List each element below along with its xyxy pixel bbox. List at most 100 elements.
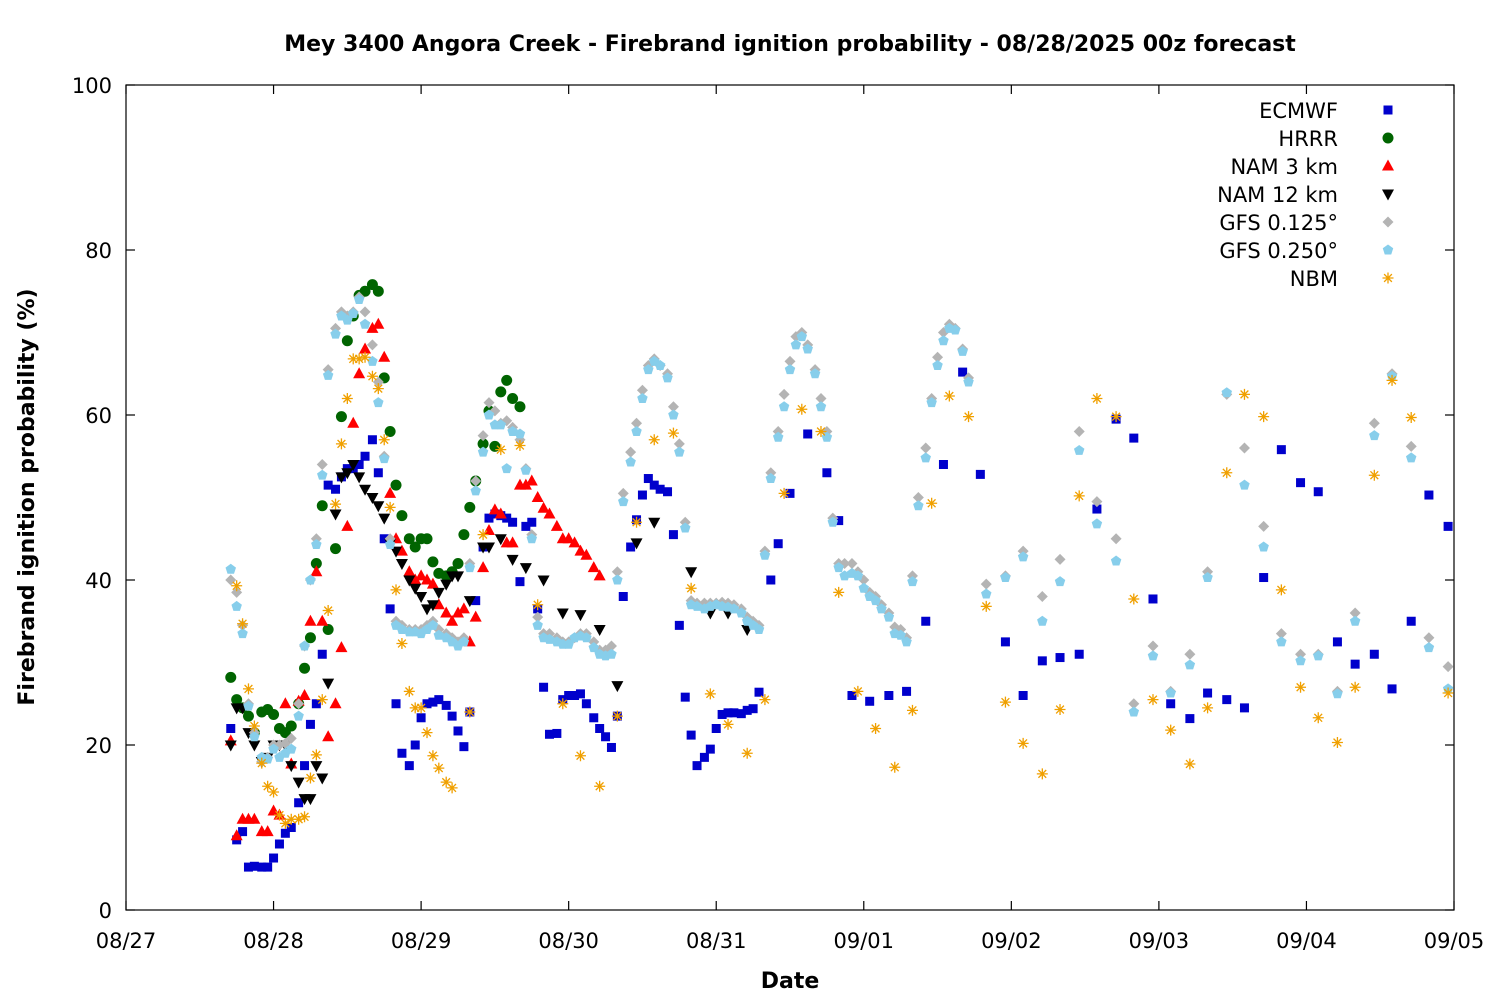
data-point [464,706,476,718]
data-point [226,724,236,733]
data-point [950,324,961,335]
data-point [680,692,690,702]
data-point [347,353,359,365]
data-point [403,575,416,587]
data-point [279,697,292,709]
data-point [574,610,587,622]
data-point [754,687,764,697]
x-tick-label: 09/05 [1424,929,1485,953]
x-tick-label: 08/30 [538,929,599,953]
data-point [316,694,328,706]
data-point [834,516,844,526]
data-point [556,608,569,620]
data-point [1332,688,1343,699]
data-point [907,576,918,587]
data-point [1313,487,1323,497]
data-point [630,538,643,550]
data-point [440,606,453,618]
data-point [552,728,562,738]
data-point [384,486,397,498]
data-point [514,428,526,439]
data-point [778,388,790,400]
data-point [464,501,476,513]
data-point [366,370,378,382]
data-point [1350,659,1360,669]
data-point [421,573,434,585]
data-point [305,719,315,729]
data-point [1423,632,1435,644]
data-point [310,761,323,773]
data-point [441,700,451,710]
y-tick-label: 0 [99,899,112,923]
data-point [728,603,740,614]
data-point [1259,573,1269,583]
data-point [464,562,476,573]
y-axis: 0 20 40 60 80 100 [72,74,1454,923]
series-hrrr [225,279,526,739]
data-point [1110,411,1122,423]
data-point [317,649,327,659]
data-point [268,708,280,720]
data-point [237,618,249,630]
data-point [562,532,575,544]
data-point [495,419,507,430]
data-point [1275,584,1287,596]
data-point [1349,607,1361,619]
legend-label: NAM 3 km [1230,155,1338,179]
series-nam-12-km [224,460,754,806]
data-point [230,829,243,841]
data-point [1369,430,1380,441]
data-point [618,496,629,507]
x-tick-label: 08/29 [391,929,452,953]
data-point [704,688,716,700]
data-point [268,786,280,798]
data-point [1202,572,1213,582]
data-point [507,393,519,404]
data-point [378,434,390,446]
data-point [335,411,347,423]
data-point [330,498,342,510]
data-point [815,401,827,412]
data-point [625,446,637,458]
x-tick-label: 08/28 [243,929,304,953]
data-point [471,596,481,606]
data-point [494,507,507,519]
data-point [785,488,795,498]
data-point [274,839,284,849]
data-point [331,484,341,494]
data-point [390,479,402,491]
data-point [242,710,254,722]
data-point [515,577,525,587]
data-point [1295,655,1306,666]
data-point [1166,699,1176,709]
series-nam-3-km [224,317,606,841]
data-point [502,513,512,523]
data-point [1148,594,1158,604]
data-point [310,749,322,761]
data-point [790,339,802,350]
data-point [404,761,414,771]
data-point [395,544,408,556]
data-point [784,355,796,367]
data-point [611,681,624,693]
data-point [631,516,643,528]
legend-label: HRRR [1278,127,1338,151]
data-point [525,474,538,486]
data-point [248,720,260,732]
data-point [520,464,532,475]
y-tick-label: 60 [85,404,112,428]
data-point [477,561,490,573]
data-point [699,752,709,762]
data-point [285,761,298,773]
data-point [1147,650,1159,661]
data-point [625,456,636,467]
data-point [294,798,304,808]
data-point [452,558,464,569]
data-point [736,607,747,618]
data-point [526,533,538,544]
data-point [353,294,365,304]
data-point [427,750,439,762]
data-point [231,586,243,598]
data-point [519,478,532,490]
